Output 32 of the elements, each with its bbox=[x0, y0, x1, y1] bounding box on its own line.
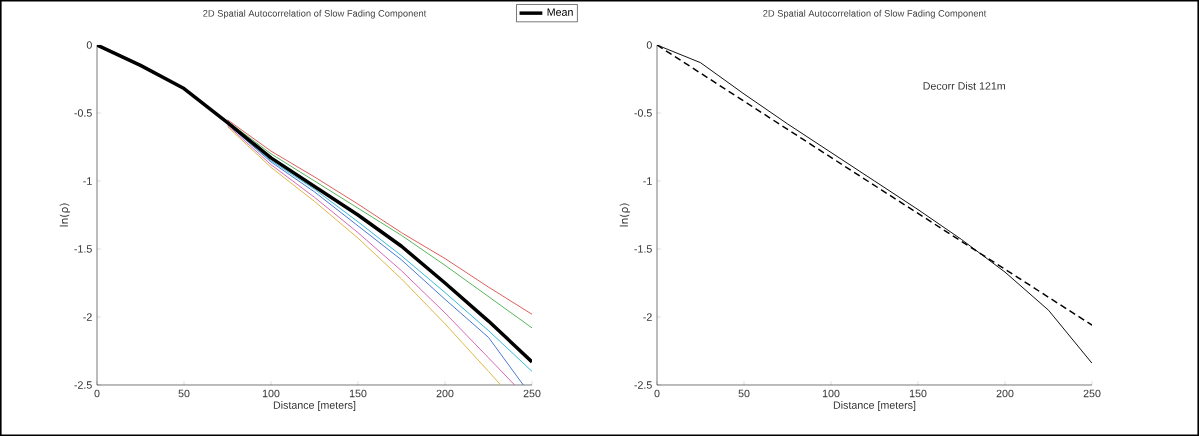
y-tick-label: -2.5 bbox=[634, 381, 652, 389]
x-tick-label: 100 bbox=[262, 389, 280, 398]
chart-title: 2D Spatial Autocorrelation of Slow Fading Component bbox=[203, 9, 427, 19]
y-axis-title: ln(ρ) bbox=[59, 203, 71, 227]
x-axis-title: Distance [meters] bbox=[833, 401, 916, 412]
x-tick-label: 250 bbox=[1083, 389, 1101, 398]
legend-label: Mean bbox=[547, 8, 573, 16]
x-tick-label: 150 bbox=[909, 389, 927, 398]
y-tick-label: -1 bbox=[643, 177, 652, 185]
x-tick-label: 50 bbox=[738, 389, 750, 398]
x-tick-label: 200 bbox=[996, 389, 1014, 398]
annotation: Decorr Dist 121m bbox=[923, 81, 1005, 90]
x-tick-label: 250 bbox=[523, 389, 541, 398]
x-tick-label: 100 bbox=[822, 389, 840, 398]
y-tick-label: -1.5 bbox=[74, 245, 92, 253]
y-tick-label: -1 bbox=[83, 177, 92, 185]
y-tick-label: -2.5 bbox=[74, 381, 92, 389]
y-tick-label: -0.5 bbox=[74, 109, 92, 117]
y-tick-label: -0.5 bbox=[634, 109, 652, 117]
y-tick-label: -2 bbox=[83, 313, 92, 321]
x-tick-label: 150 bbox=[349, 389, 367, 398]
y-tick-label: -2 bbox=[643, 313, 652, 321]
x-tick-label: 0 bbox=[94, 389, 100, 398]
y-tick-label: 0 bbox=[86, 41, 92, 49]
x-axis-title: Distance [meters] bbox=[273, 401, 356, 412]
chart-title: 2D Spatial Autocorrelation of Slow Fading Component bbox=[763, 9, 987, 19]
x-tick-label: 200 bbox=[436, 389, 454, 398]
y-tick-label: 0 bbox=[646, 41, 652, 49]
y-axis-title: ln(ρ) bbox=[619, 203, 631, 227]
y-tick-label: -1.5 bbox=[634, 245, 652, 253]
x-tick-label: 50 bbox=[178, 389, 190, 398]
x-tick-label: 0 bbox=[654, 389, 660, 398]
